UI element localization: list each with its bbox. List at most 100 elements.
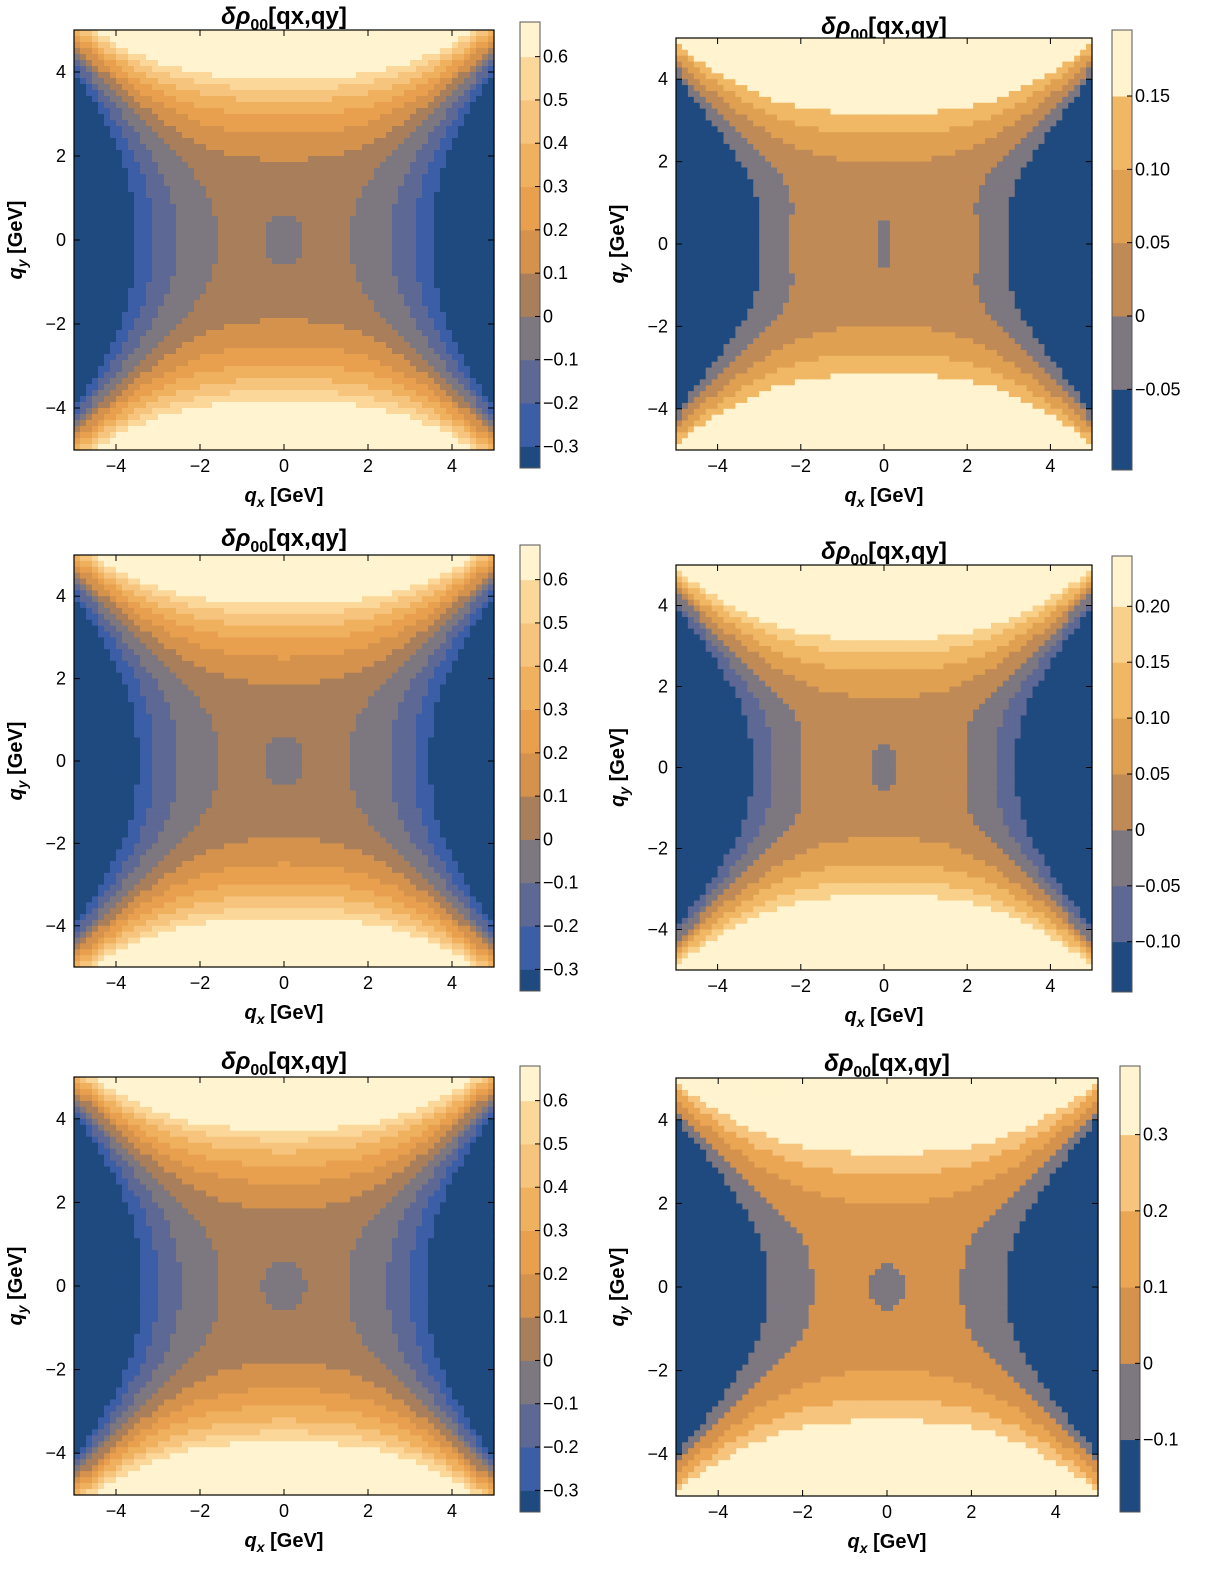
contour-cell	[362, 180, 369, 187]
contour-cell	[176, 156, 183, 163]
contour-cell	[188, 258, 195, 265]
contour-cell	[410, 336, 417, 343]
contour-cell	[152, 288, 159, 295]
contour-cell	[236, 348, 243, 355]
contour-cell	[380, 354, 387, 361]
contour-cell	[284, 102, 291, 109]
contour-cell	[80, 252, 87, 259]
contour-cell	[98, 132, 105, 139]
contour-cell	[116, 216, 123, 223]
contour-cell	[146, 366, 153, 373]
contour-cell	[242, 246, 249, 253]
contour-cell	[374, 312, 381, 319]
contour-cell	[254, 270, 261, 277]
contour-cell	[194, 438, 201, 445]
contour-cell	[296, 156, 303, 163]
contour-cell	[98, 336, 105, 343]
contour-cell	[446, 180, 453, 187]
contour-cell	[332, 378, 339, 385]
contour-cell	[182, 222, 189, 229]
contour-cell	[676, 85, 683, 91]
contour-cell	[308, 132, 315, 139]
contour-cell	[314, 210, 321, 217]
contour-cell	[86, 348, 93, 355]
contour-cell	[368, 420, 375, 427]
contour-cell	[362, 222, 369, 229]
contour-cell	[440, 360, 447, 367]
contour-cell	[470, 198, 477, 205]
contour-cell	[356, 222, 363, 229]
contour-cell	[140, 216, 147, 223]
contour-cell	[428, 198, 435, 205]
contour-cell	[458, 96, 465, 103]
contour-cell	[260, 66, 267, 73]
contour-cell	[320, 66, 327, 73]
contour-cell	[344, 216, 351, 223]
contour-cell	[326, 60, 333, 67]
contour-cell	[314, 366, 321, 373]
contour-cell	[416, 354, 423, 361]
contour-cell	[224, 210, 231, 217]
contour-cell	[176, 96, 183, 103]
contour-cell	[104, 276, 111, 283]
contour-cell	[308, 234, 315, 241]
contour-cell	[182, 240, 189, 247]
contour-cell	[248, 42, 255, 49]
contour-cell	[122, 90, 129, 97]
contour-cell	[218, 354, 225, 361]
contour-cell	[194, 306, 201, 313]
contour-cell	[350, 36, 357, 43]
contour-cell	[266, 54, 273, 61]
contour-cell	[314, 252, 321, 259]
contour-cell	[164, 30, 171, 37]
contour-cell	[374, 336, 381, 343]
contour-cell	[104, 420, 111, 427]
contour-cell	[380, 426, 387, 433]
contour-cell	[254, 210, 261, 217]
contour-cell	[248, 48, 255, 55]
contour-cell	[248, 168, 255, 175]
contour-cell	[248, 432, 255, 439]
contour-cell	[248, 174, 255, 181]
contour-cell	[368, 180, 375, 187]
contour-cell	[350, 78, 357, 85]
contour-cell	[134, 366, 141, 373]
contour-cell	[134, 234, 141, 241]
contour-cell	[254, 84, 261, 91]
contour-cell	[398, 396, 405, 403]
contour-cell	[446, 108, 453, 115]
contour-cell	[194, 246, 201, 253]
contour-cell	[392, 102, 399, 109]
contour-cell	[452, 36, 459, 43]
contour-cell	[290, 330, 297, 337]
contour-cell	[140, 96, 147, 103]
contour-cell	[176, 366, 183, 373]
contour-cell	[236, 120, 243, 127]
contour-cell	[446, 246, 453, 253]
contour-cell	[260, 258, 267, 265]
contour-cell	[200, 72, 207, 79]
contour-cell	[404, 186, 411, 193]
contour-cell	[676, 79, 683, 85]
contour-cell	[86, 180, 93, 187]
contour-cell	[134, 120, 141, 127]
contour-cell	[308, 264, 315, 271]
contour-cell	[278, 348, 285, 355]
contour-cell	[386, 396, 393, 403]
contour-cell	[392, 270, 399, 277]
contour-cell	[212, 114, 219, 121]
contour-cell	[224, 144, 231, 151]
contour-cell	[98, 318, 105, 325]
contour-cell	[80, 192, 87, 199]
contour-cell	[92, 126, 99, 133]
contour-cell	[458, 312, 465, 319]
contour-cell	[176, 192, 183, 199]
contour-cell	[446, 66, 453, 73]
contour-cell	[236, 36, 243, 43]
contour-cell	[434, 270, 441, 277]
contour-cell	[326, 438, 333, 445]
contour-cell	[272, 390, 279, 397]
contour-cell	[362, 402, 369, 409]
contour-cell	[290, 438, 297, 445]
contour-cell	[290, 402, 297, 409]
